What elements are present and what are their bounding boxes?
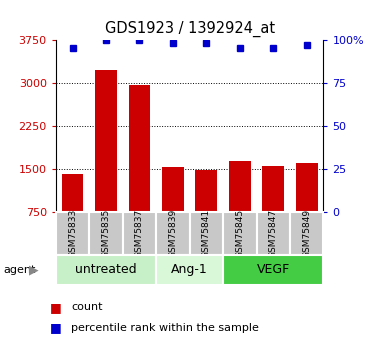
Text: GSM75833: GSM75833 (68, 209, 77, 258)
FancyBboxPatch shape (189, 212, 223, 255)
Text: count: count (71, 302, 103, 312)
Text: GSM75849: GSM75849 (302, 209, 311, 258)
Text: untreated: untreated (75, 264, 137, 276)
FancyBboxPatch shape (156, 255, 223, 285)
Text: GSM75847: GSM75847 (269, 209, 278, 258)
Text: GSM75839: GSM75839 (168, 209, 177, 258)
Text: ■: ■ (50, 300, 62, 314)
FancyBboxPatch shape (56, 212, 89, 255)
Text: VEGF: VEGF (257, 264, 290, 276)
Text: Ang-1: Ang-1 (171, 264, 208, 276)
FancyBboxPatch shape (223, 255, 323, 285)
FancyBboxPatch shape (290, 212, 323, 255)
FancyBboxPatch shape (56, 255, 156, 285)
Bar (129, 85, 150, 255)
Bar (296, 163, 318, 255)
Text: ■: ■ (50, 321, 62, 334)
Bar (229, 161, 251, 255)
Text: percentile rank within the sample: percentile rank within the sample (71, 323, 259, 333)
Bar (62, 174, 84, 255)
Title: GDS1923 / 1392924_at: GDS1923 / 1392924_at (105, 21, 275, 37)
FancyBboxPatch shape (156, 212, 189, 255)
Text: GSM75835: GSM75835 (102, 209, 110, 258)
Text: ▶: ▶ (29, 264, 38, 276)
Bar (95, 70, 117, 255)
Text: GSM75845: GSM75845 (235, 209, 244, 258)
FancyBboxPatch shape (256, 212, 290, 255)
FancyBboxPatch shape (123, 212, 156, 255)
Bar (262, 166, 284, 255)
Bar (162, 167, 184, 255)
FancyBboxPatch shape (89, 212, 123, 255)
Text: agent: agent (4, 265, 36, 275)
Text: GSM75837: GSM75837 (135, 209, 144, 258)
FancyBboxPatch shape (223, 212, 256, 255)
Bar (196, 170, 217, 255)
Text: GSM75841: GSM75841 (202, 209, 211, 258)
